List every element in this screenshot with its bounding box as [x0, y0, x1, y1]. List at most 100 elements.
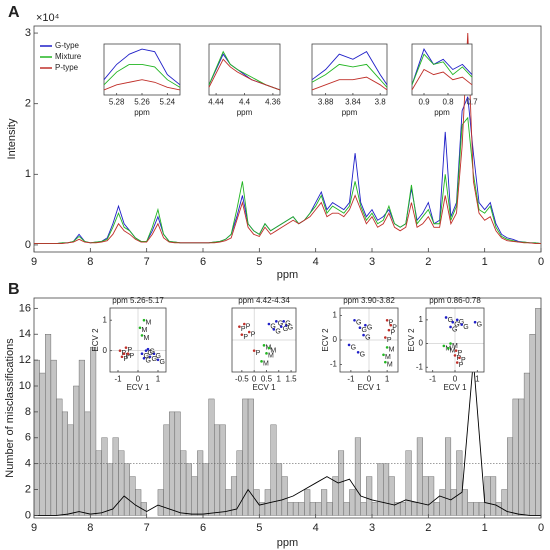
line — [34, 360, 541, 516]
y-tick-label: 10 — [19, 380, 31, 392]
bar — [236, 450, 243, 516]
point-label: P — [256, 350, 261, 357]
panel-label: A — [8, 4, 20, 21]
point-label: P — [126, 353, 131, 360]
point — [144, 349, 148, 352]
point — [454, 349, 458, 352]
point — [460, 323, 463, 326]
x-tick-label: 5 — [256, 256, 262, 268]
bar — [163, 424, 170, 516]
x-tick-label: 3 — [369, 522, 375, 534]
point — [347, 343, 351, 347]
x-tick-label: 0.9 — [418, 97, 430, 106]
y-tick-label: 12 — [19, 354, 31, 366]
point — [275, 320, 278, 323]
point-label: P — [459, 362, 464, 369]
point — [353, 319, 356, 322]
bar — [180, 450, 187, 516]
point-label: M — [385, 354, 391, 361]
point-label: G — [477, 322, 482, 329]
point — [389, 323, 393, 327]
bar — [445, 437, 452, 516]
x-axis-label: ppm — [277, 537, 298, 549]
x-tick-label: 3.88 — [318, 97, 334, 106]
point — [387, 328, 391, 332]
inset-title: ppm 5.26-5.17 — [112, 296, 164, 305]
point-label: P — [251, 331, 256, 338]
bar — [349, 489, 356, 516]
x-tick-label: 9 — [31, 522, 37, 534]
point-label: G — [270, 323, 275, 330]
plot-frame — [33, 25, 542, 253]
point — [453, 354, 457, 357]
point-label: P — [130, 353, 135, 360]
x-tick-label: 1 — [385, 374, 390, 383]
point-label: G — [285, 321, 290, 328]
x-tick-label: 5 — [256, 522, 262, 534]
x-tick-label: 4 — [313, 256, 319, 268]
point — [384, 360, 387, 364]
bar — [157, 489, 164, 516]
point — [148, 355, 152, 359]
y-tick-label: 2 — [25, 483, 31, 495]
bar — [123, 463, 130, 516]
point-label: M — [450, 348, 456, 355]
line — [311, 63, 388, 88]
legend-label: Mixture — [55, 52, 82, 61]
bar — [219, 424, 226, 516]
bar — [343, 502, 350, 516]
bar — [456, 450, 463, 516]
point-label: M — [263, 361, 269, 368]
bar — [512, 398, 519, 516]
point-label: P — [124, 356, 129, 363]
point — [447, 346, 450, 350]
bar — [439, 489, 446, 516]
point — [284, 324, 288, 327]
y-tick-label: 1 — [333, 310, 338, 319]
y-tick-label: 0 — [25, 239, 31, 251]
point — [146, 347, 150, 351]
x-tick-label: 5.24 — [160, 97, 176, 106]
plot-frame — [311, 43, 388, 96]
bar — [433, 502, 440, 516]
point — [152, 352, 156, 356]
bar — [399, 502, 406, 516]
x-tick-label: 0 — [453, 374, 458, 383]
bar — [321, 489, 328, 516]
point-label: G — [463, 324, 468, 331]
point-label: M — [146, 320, 152, 327]
bar — [478, 502, 485, 516]
point-label: G — [288, 325, 293, 332]
bar — [129, 476, 136, 516]
bar — [405, 450, 412, 516]
bar — [287, 502, 294, 516]
point — [138, 326, 142, 330]
bar — [118, 450, 125, 516]
point — [140, 352, 144, 356]
bar — [490, 476, 497, 516]
bar — [315, 502, 322, 516]
x-tick-label: 4.4 — [239, 97, 251, 106]
bar — [292, 502, 299, 516]
inset-x-label: ppm — [434, 108, 450, 117]
y-tick-label: 14 — [19, 328, 31, 340]
bar — [214, 424, 221, 516]
point-label: G — [144, 353, 149, 360]
point-label: M — [268, 353, 274, 360]
point — [279, 325, 283, 328]
point — [282, 320, 285, 323]
bar — [371, 502, 378, 516]
point-label: G — [283, 326, 288, 333]
y-tick-label: 0 — [419, 339, 424, 348]
point-label: G — [152, 356, 157, 363]
point-label: G — [360, 352, 365, 359]
bar — [185, 463, 192, 516]
point — [385, 346, 389, 349]
point — [240, 333, 244, 336]
x-tick-label: 4.36 — [265, 97, 281, 106]
point-label: G — [275, 329, 280, 336]
inset-y-label: ECV 2 — [91, 328, 100, 352]
point — [364, 323, 367, 327]
bar — [535, 308, 542, 516]
